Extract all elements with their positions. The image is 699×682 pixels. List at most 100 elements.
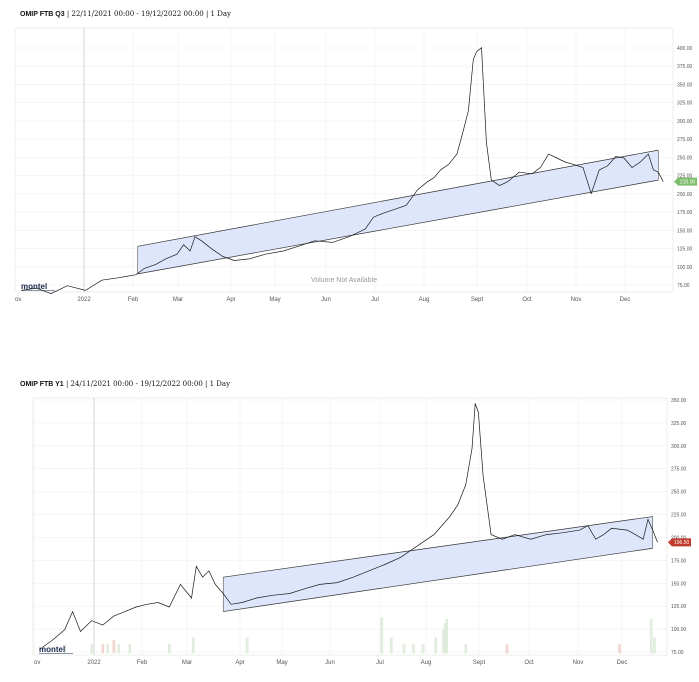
x-tick-label: ov xyxy=(34,660,40,666)
volume-bar xyxy=(63,644,67,654)
x-tick-label: Apr xyxy=(235,660,244,666)
x-tick-label: Nov xyxy=(573,660,584,666)
x-tick-label: Jun xyxy=(321,297,331,303)
y-tick-label: 75.00 xyxy=(677,283,690,289)
volume-bar xyxy=(653,637,656,654)
y-tick-label: 175.00 xyxy=(677,210,693,216)
y-tick-label: 350.00 xyxy=(671,398,687,404)
channel-lower-line xyxy=(137,179,659,275)
price-chart-q3[interactable]: 75.00 100.00 125.00 150.00 175.00 200.00 225.0… xyxy=(0,0,699,320)
instrument-name: OMIP FTB Q3 xyxy=(20,11,65,18)
y-tick-label: 300.00 xyxy=(677,119,693,125)
volume-bar xyxy=(464,644,468,654)
y-tick-label: 325.00 xyxy=(677,101,693,107)
x-tick-label: May xyxy=(269,297,280,303)
y-tick-label: 175.00 xyxy=(671,558,687,564)
price-series-line xyxy=(39,403,658,650)
volume-bar xyxy=(245,637,249,654)
volume-bar xyxy=(390,637,393,654)
volume-bar xyxy=(128,644,132,654)
price-series-line xyxy=(21,47,664,294)
y-tick-label: 100.00 xyxy=(671,627,687,633)
y-tick-label: 300.00 xyxy=(671,444,687,450)
volume-bar xyxy=(117,644,120,654)
volume-bar xyxy=(112,640,116,654)
x-tick-label: Oct xyxy=(524,660,534,666)
plot-area xyxy=(32,397,668,656)
volume-bar xyxy=(106,644,109,654)
volume-unavailable-note: Volume Not Available xyxy=(311,277,377,284)
badge-shape xyxy=(668,538,691,547)
channel-lower-line xyxy=(223,547,653,612)
y-tick-label: 250.00 xyxy=(671,490,687,496)
x-tick-label: ov xyxy=(15,297,21,303)
trend-channel-fill xyxy=(223,516,653,612)
channel-upper-line xyxy=(223,516,653,578)
last-value-label: 210.00 xyxy=(680,179,696,185)
x-tick-label: Feb xyxy=(128,297,139,303)
volume-bar xyxy=(168,644,171,654)
x-tick-label: Apr xyxy=(226,297,235,303)
x-tick-label: Jul xyxy=(371,297,379,303)
x-tick-label: 2022 xyxy=(87,660,101,666)
x-tick-label: Sept xyxy=(471,297,484,303)
chart-meta: | 24/11/2021 00:00 - 19/12/2022 00:00 | … xyxy=(65,380,231,388)
x-tick-label: Dec xyxy=(620,297,631,303)
volume-bar xyxy=(445,619,449,654)
y-tick-label: 125.00 xyxy=(677,247,693,253)
badge-shape xyxy=(674,177,697,186)
x-tick-label: Mar xyxy=(173,297,183,303)
x-tick-label: Feb xyxy=(137,660,148,666)
y-tick-label: 350.00 xyxy=(677,82,693,88)
volume-bar xyxy=(402,644,406,654)
y-tick-label: 225.00 xyxy=(677,174,693,180)
last-value-badge: 210.00 xyxy=(674,177,697,186)
plot-area xyxy=(14,27,674,293)
volume-bar xyxy=(618,644,621,654)
chart-header: OMIP FTB Y1 | 24/11/2021 00:00 - 19/12/2… xyxy=(20,380,230,388)
y-tick-label: 250.00 xyxy=(677,155,693,161)
y-tick-label: 75.00 xyxy=(671,650,684,656)
x-tick-label: Aug xyxy=(419,297,430,303)
montel-logo: montel xyxy=(39,645,65,654)
instrument-name: OMIP FTB Y1 xyxy=(20,381,64,388)
volume-bar xyxy=(505,644,509,654)
y-tick-label: 200.00 xyxy=(677,192,693,198)
channel-upper-line xyxy=(137,149,659,247)
y-tick-label: 275.00 xyxy=(671,467,687,473)
x-tick-label: May xyxy=(276,660,287,666)
x-tick-label: 2022 xyxy=(77,297,91,303)
y-tick-label: 275.00 xyxy=(677,137,693,143)
x-tick-label: Mar xyxy=(182,660,192,666)
x-tick-label: Aug xyxy=(421,660,432,666)
y-tick-label: 150.00 xyxy=(671,581,687,587)
x-tick-label: Dec xyxy=(617,660,628,666)
last-value-badge: 196.50 xyxy=(668,538,691,547)
x-tick-label: Nov xyxy=(571,297,582,303)
y-tick-label: 225.00 xyxy=(671,513,687,519)
volume-bar xyxy=(434,637,437,654)
y-tick-label: 375.00 xyxy=(677,64,693,70)
volume-bar xyxy=(101,644,105,654)
y-tick-label: 100.00 xyxy=(677,265,693,271)
volume-bar xyxy=(191,637,195,654)
trend-channel-fill xyxy=(137,150,659,274)
volume-bar xyxy=(412,644,415,654)
volume-bar xyxy=(650,619,653,654)
y-tick-label: 150.00 xyxy=(677,228,693,234)
volume-bar xyxy=(421,644,425,654)
volume-bar xyxy=(90,644,93,654)
y-tick-label: 325.00 xyxy=(671,421,687,427)
volume-bar xyxy=(380,617,384,654)
y-tick-label: 400.00 xyxy=(677,46,693,52)
x-tick-label: Jul xyxy=(376,660,384,666)
montel-logo: montel xyxy=(21,282,47,291)
y-tick-label: 125.00 xyxy=(671,604,687,610)
last-value-label: 196.50 xyxy=(674,540,690,546)
x-tick-label: Jun xyxy=(325,660,335,666)
chart-header: OMIP FTB Q3 | 22/11/2021 00:00 - 19/12/2… xyxy=(20,10,231,18)
x-tick-label: Sept xyxy=(473,660,486,666)
chart-meta: | 22/11/2021 00:00 - 19/12/2022 00:00 | … xyxy=(66,10,231,18)
x-tick-label: Oct xyxy=(522,297,532,303)
